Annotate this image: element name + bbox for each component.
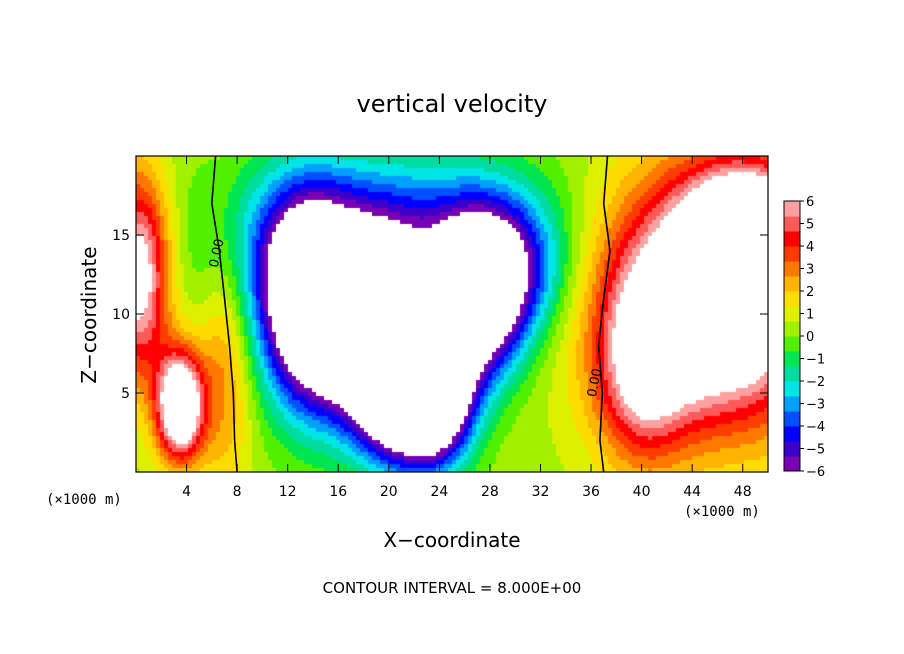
colorbar-swatch <box>784 321 800 337</box>
colorbar-swatch <box>784 261 800 277</box>
colorbar-tick-label: −5 <box>806 443 825 458</box>
x-unit-left: (×1000 m) <box>46 492 122 508</box>
x-tick-label: 8 <box>233 484 242 500</box>
colorbar-tick-label: 6 <box>806 195 814 210</box>
x-unit-right: (×1000 m) <box>684 504 760 520</box>
colorbar-tick-label: 0 <box>806 330 814 345</box>
x-tick-label: 44 <box>683 484 701 500</box>
colorbar-swatch <box>784 306 800 322</box>
x-tick-label: 28 <box>481 484 499 500</box>
x-tick-label: 24 <box>430 484 448 500</box>
x-tick-label: 36 <box>582 484 600 500</box>
colorbar-tick-label: 5 <box>806 218 814 233</box>
x-axis: 4 8 12 16 20 24 28 32 36 40 44 48 <box>182 156 752 500</box>
colorbar-tick-label: 1 <box>806 308 814 323</box>
colorbar-tick-label: −1 <box>806 353 825 368</box>
colorbar-swatch <box>784 231 800 247</box>
colorbar-tick-label: −2 <box>806 375 825 390</box>
chart-title: vertical velocity <box>357 90 548 118</box>
colorbar-swatch <box>784 336 800 352</box>
colorbar-tick-label: 4 <box>806 240 814 255</box>
colorbar-tick-label: −6 <box>806 465 825 480</box>
x-tick-label: 16 <box>329 484 347 500</box>
x-axis-label: X−coordinate <box>383 528 520 552</box>
colorbar-swatch <box>784 246 800 262</box>
colorbar-tick-label: 2 <box>806 285 814 300</box>
y-tick-label: 5 <box>121 386 130 402</box>
colorbar-swatch <box>784 441 800 457</box>
plot-area: 0.00 0.00 <box>135 155 769 473</box>
heatmap-image <box>136 156 768 472</box>
colorbar-tick-label: 3 <box>806 263 814 278</box>
zero-contour-line <box>597 155 611 473</box>
y-axis-label: Z−coordinate <box>77 246 101 383</box>
x-tick-label: 40 <box>633 484 651 500</box>
zero-contour-line <box>210 155 238 473</box>
colorbar-swatch <box>784 456 800 472</box>
colorbar-swatch <box>784 381 800 397</box>
y-tick-label: 10 <box>112 307 130 323</box>
colorbar-swatch <box>784 426 800 442</box>
colorbar-swatch <box>784 291 800 307</box>
colorbar-swatch <box>784 396 800 412</box>
contour-label: 0.00 <box>585 367 606 398</box>
colorbar-tick-label: −3 <box>806 398 825 413</box>
colorbar-swatch <box>784 366 800 382</box>
x-tick-label: 12 <box>279 484 297 500</box>
colorbar-swatch <box>784 276 800 292</box>
colorbar-swatch <box>784 201 800 217</box>
x-tick-label: 48 <box>734 484 752 500</box>
y-tick-label: 15 <box>112 228 130 244</box>
colorbar-swatch <box>784 216 800 232</box>
x-tick-label: 4 <box>182 484 191 500</box>
colorbar-swatch <box>784 411 800 427</box>
colorbar-swatch <box>784 351 800 367</box>
colorbar: 6 5 4 3 2 1 0 −1 −2 −3 −4 −5 −6 <box>783 195 825 480</box>
y-axis: 5 10 15 <box>112 228 768 402</box>
x-tick-label: 20 <box>380 484 398 500</box>
x-tick-label: 32 <box>532 484 550 500</box>
colorbar-tick-label: −4 <box>806 420 825 435</box>
contour-interval: CONTOUR INTERVAL = 8.000E+00 <box>323 579 582 597</box>
contour-label: 0.00 <box>207 238 228 269</box>
